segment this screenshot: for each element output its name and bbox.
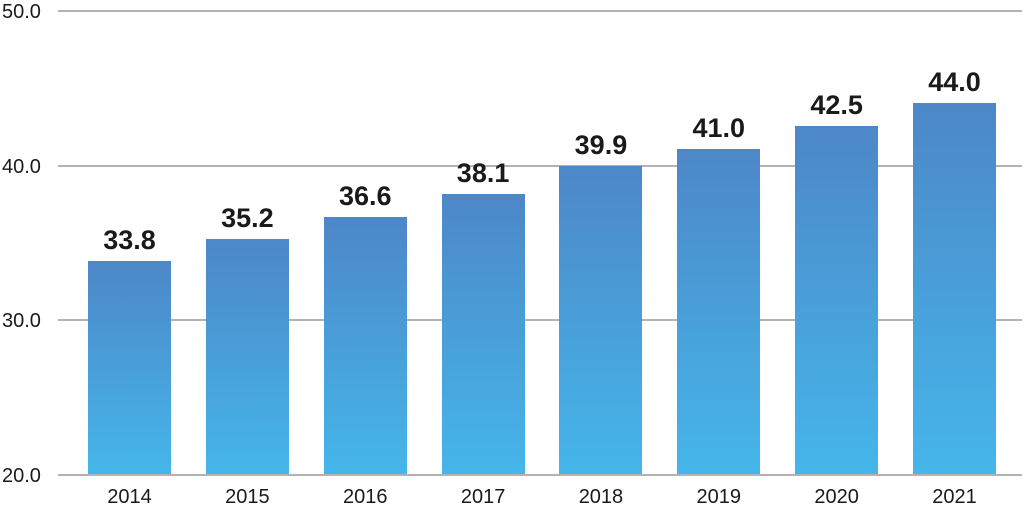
bar-2019 [677,149,761,474]
x-tick-label-2020: 2020 [814,486,859,508]
bar-value-label-2018: 39.9 [574,130,628,161]
bar-2014 [88,260,171,474]
gridline-30.0 [58,319,1022,322]
bar-2016 [323,217,407,474]
bar-value-label-2014: 33.8 [103,224,156,255]
x-tick-label-2014: 2014 [107,486,152,508]
x-tick-label-2017: 2017 [460,486,506,508]
y-tick-label: 40.0 [2,155,41,178]
y-tick-label: 30.0 [2,310,41,333]
bar-2021 [913,102,997,474]
bar-2020 [795,126,879,474]
gridline-50.0 [58,10,1022,12]
bar-value-label-2017: 38.1 [456,158,510,189]
x-tick-label-2019: 2019 [696,486,742,508]
gridline-40.0 [58,164,1022,167]
gridline-20.0 [58,474,1022,476]
bar-2018 [559,166,643,474]
bar-2017 [441,194,525,474]
bar-value-label-2020: 42.5 [810,90,863,120]
bar-2015 [205,238,289,474]
bar-value-label-2016: 36.6 [338,181,392,212]
bar-value-label-2019: 41.0 [692,113,746,144]
x-tick-label-2016: 2016 [342,486,388,508]
bar-value-label-2015: 35.2 [221,202,274,233]
bar-value-label-2021: 44.0 [928,66,981,97]
y-tick-label: 20.0 [2,465,41,487]
x-tick-label-2015: 2015 [225,486,270,508]
y-tick-label: 50.0 [2,1,41,23]
x-tick-label-2021: 2021 [932,486,977,508]
x-tick-label-2018: 2018 [578,486,624,508]
